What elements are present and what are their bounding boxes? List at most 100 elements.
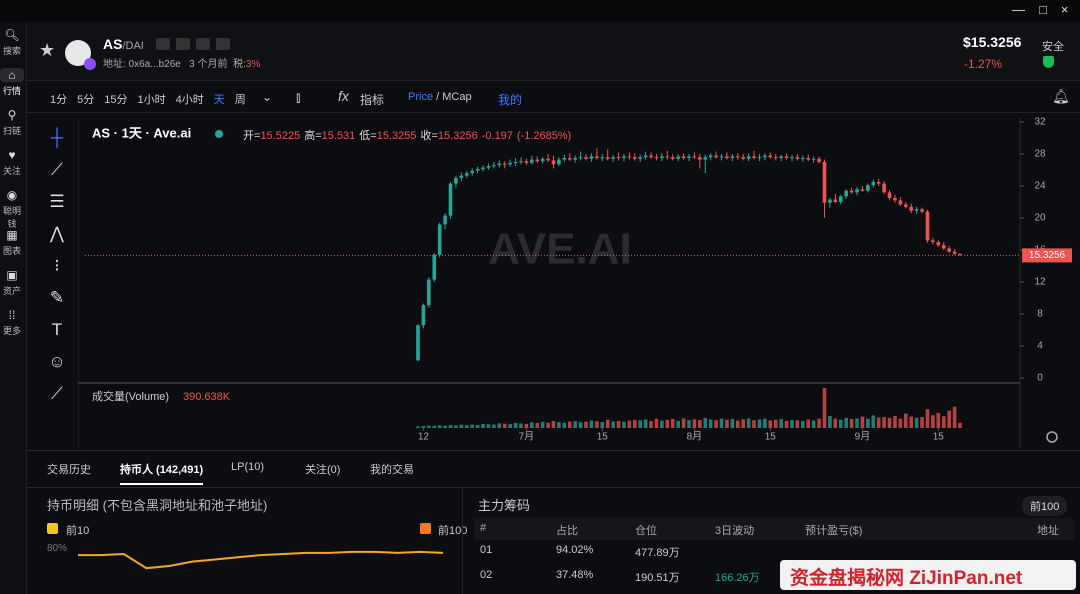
interval-button[interactable]: 1小时 <box>137 94 166 106</box>
sidebar-icon[interactable]: ⁞⁞ <box>8 308 16 322</box>
sidebar-label[interactable]: 搜索 <box>2 46 21 56</box>
mcap-mode[interactable]: / MCap <box>436 91 472 103</box>
volume-bar <box>833 418 838 428</box>
safety[interactable]: 安全 <box>1042 41 1064 53</box>
drawing-tool[interactable]: ⟋ <box>51 160 63 179</box>
indicators[interactable]: 指标 <box>360 93 385 107</box>
candle-body <box>822 162 827 203</box>
sidebar-label[interactable]: 关注 <box>2 166 21 176</box>
filter-button[interactable]: 前100 <box>1022 496 1068 516</box>
interval-button[interactable]: 5分 <box>77 94 95 106</box>
volume-bar <box>735 420 740 428</box>
interval-button[interactable]: 15分 <box>104 94 128 106</box>
sidebar-label[interactable]: 行情 <box>2 86 21 96</box>
volume-bar <box>584 421 588 428</box>
favorite-star[interactable]: ★ <box>39 40 56 60</box>
legend-value: 15.531 <box>321 130 356 142</box>
candle-body <box>952 251 957 254</box>
tax-label: 税: <box>233 59 246 70</box>
volume-bar <box>616 420 621 428</box>
price: $15.3256 <box>963 34 1022 50</box>
dropdown[interactable]: ⌄ <box>262 90 273 104</box>
social-icons[interactable] <box>156 38 236 52</box>
sidebar-icon[interactable]: 🔍︎ <box>4 28 20 42</box>
drawing-tool[interactable]: ⋀ <box>50 224 64 243</box>
candle-body <box>909 206 914 211</box>
candle-body <box>844 190 848 197</box>
candle-body <box>931 240 935 242</box>
volume-bar <box>535 422 540 428</box>
sidebar-icon[interactable]: ⚲ <box>7 108 17 122</box>
sidebar-icon[interactable]: ▦ <box>6 228 18 242</box>
icon[interactable] <box>176 38 190 50</box>
price-mcap[interactable]: Price / MCap <box>408 91 472 103</box>
tab[interactable]: 持币人 (142,491) <box>120 461 204 485</box>
tax: 3% <box>245 59 261 70</box>
candle-body <box>730 156 735 158</box>
sidebar-label[interactable]: 更多 <box>2 326 21 336</box>
chart-watermark: AVE.AI <box>488 225 631 274</box>
sidebar-label[interactable]: 聪明钱 <box>2 206 21 229</box>
sidebar-icon[interactable]: ▣ <box>6 268 18 282</box>
tab[interactable]: 交易历史 <box>47 464 91 476</box>
column-header: # <box>480 522 487 534</box>
candle-body <box>622 156 626 158</box>
drawing-tool[interactable]: ☰ <box>49 192 65 211</box>
alert-bell[interactable]: 🔔︎ <box>1052 88 1070 104</box>
window-controls[interactable]: —□× <box>1012 2 1080 17</box>
icon[interactable] <box>216 38 230 50</box>
drawing-tool[interactable]: T <box>51 320 63 339</box>
volume-bar <box>757 419 762 428</box>
mine[interactable]: 我的 <box>498 93 523 107</box>
volume-bar <box>952 406 957 428</box>
y-tick-label: 32 <box>1034 117 1046 128</box>
sidebar-icon[interactable]: ◉ <box>6 188 18 202</box>
checkbox-top10[interactable] <box>47 523 58 534</box>
volume-bar <box>530 422 534 428</box>
volume-bar <box>849 418 854 428</box>
interval-button[interactable]: 周 <box>234 94 246 106</box>
token-meta: 地址: 0x6a...b26e 3 个月前 税:3% <box>103 55 260 70</box>
legend-value: 15.3256 <box>437 130 478 142</box>
interval-button[interactable]: 1分 <box>50 94 68 106</box>
header <box>27 22 1080 81</box>
tab[interactable]: LP(10) <box>231 461 265 473</box>
checkbox-top100[interactable] <box>420 523 431 534</box>
interval-button[interactable]: 天 <box>213 94 225 106</box>
icon[interactable] <box>156 38 170 50</box>
price-mode[interactable]: Price <box>408 91 434 103</box>
volume-bar <box>844 417 848 428</box>
sidebar-icon[interactable]: ♥ <box>8 148 16 162</box>
drawing-tool[interactable]: ⟋ <box>51 384 63 403</box>
drawing-tool[interactable]: ✎ <box>49 288 65 307</box>
address[interactable]: 地址: 0x6a...b26e <box>103 59 181 70</box>
icon[interactable] <box>196 38 210 50</box>
candle-body <box>860 189 865 191</box>
fx-icon[interactable]: fx <box>338 88 349 104</box>
settings-icon[interactable] <box>1046 431 1058 443</box>
candle-body <box>611 157 615 159</box>
sidebar-label[interactable]: 资产 <box>2 286 21 296</box>
volume-bar <box>562 422 567 428</box>
volume-bar <box>882 417 886 428</box>
drawing-tool[interactable]: ┼ <box>50 128 64 147</box>
volume-bar <box>871 415 876 428</box>
interval-group: 1分 5分 15分 1小时 4小时天周 <box>50 91 246 107</box>
volume-bar <box>475 424 480 428</box>
sidebar-label[interactable]: 图表 <box>2 246 21 256</box>
sidebar-label[interactable]: 扫链 <box>2 126 21 136</box>
candle-body <box>941 245 946 249</box>
volume-bar <box>443 425 447 428</box>
interval-button[interactable]: 4小时 <box>175 94 204 106</box>
table-cell: 01 <box>480 544 493 556</box>
tab[interactable]: 关注(0) <box>305 464 341 476</box>
y-tick-label: 4 <box>1037 341 1043 352</box>
drawing-tool[interactable]: ⁝ <box>54 256 60 275</box>
sidebar-icon[interactable]: ⌂ <box>0 68 24 82</box>
volume-bar <box>925 409 930 428</box>
candle-type[interactable]: ⫾ <box>296 89 301 105</box>
tab[interactable]: 我的交易 <box>370 464 414 476</box>
volume-bar <box>817 418 821 428</box>
drawing-tool[interactable]: ☺ <box>48 352 66 371</box>
